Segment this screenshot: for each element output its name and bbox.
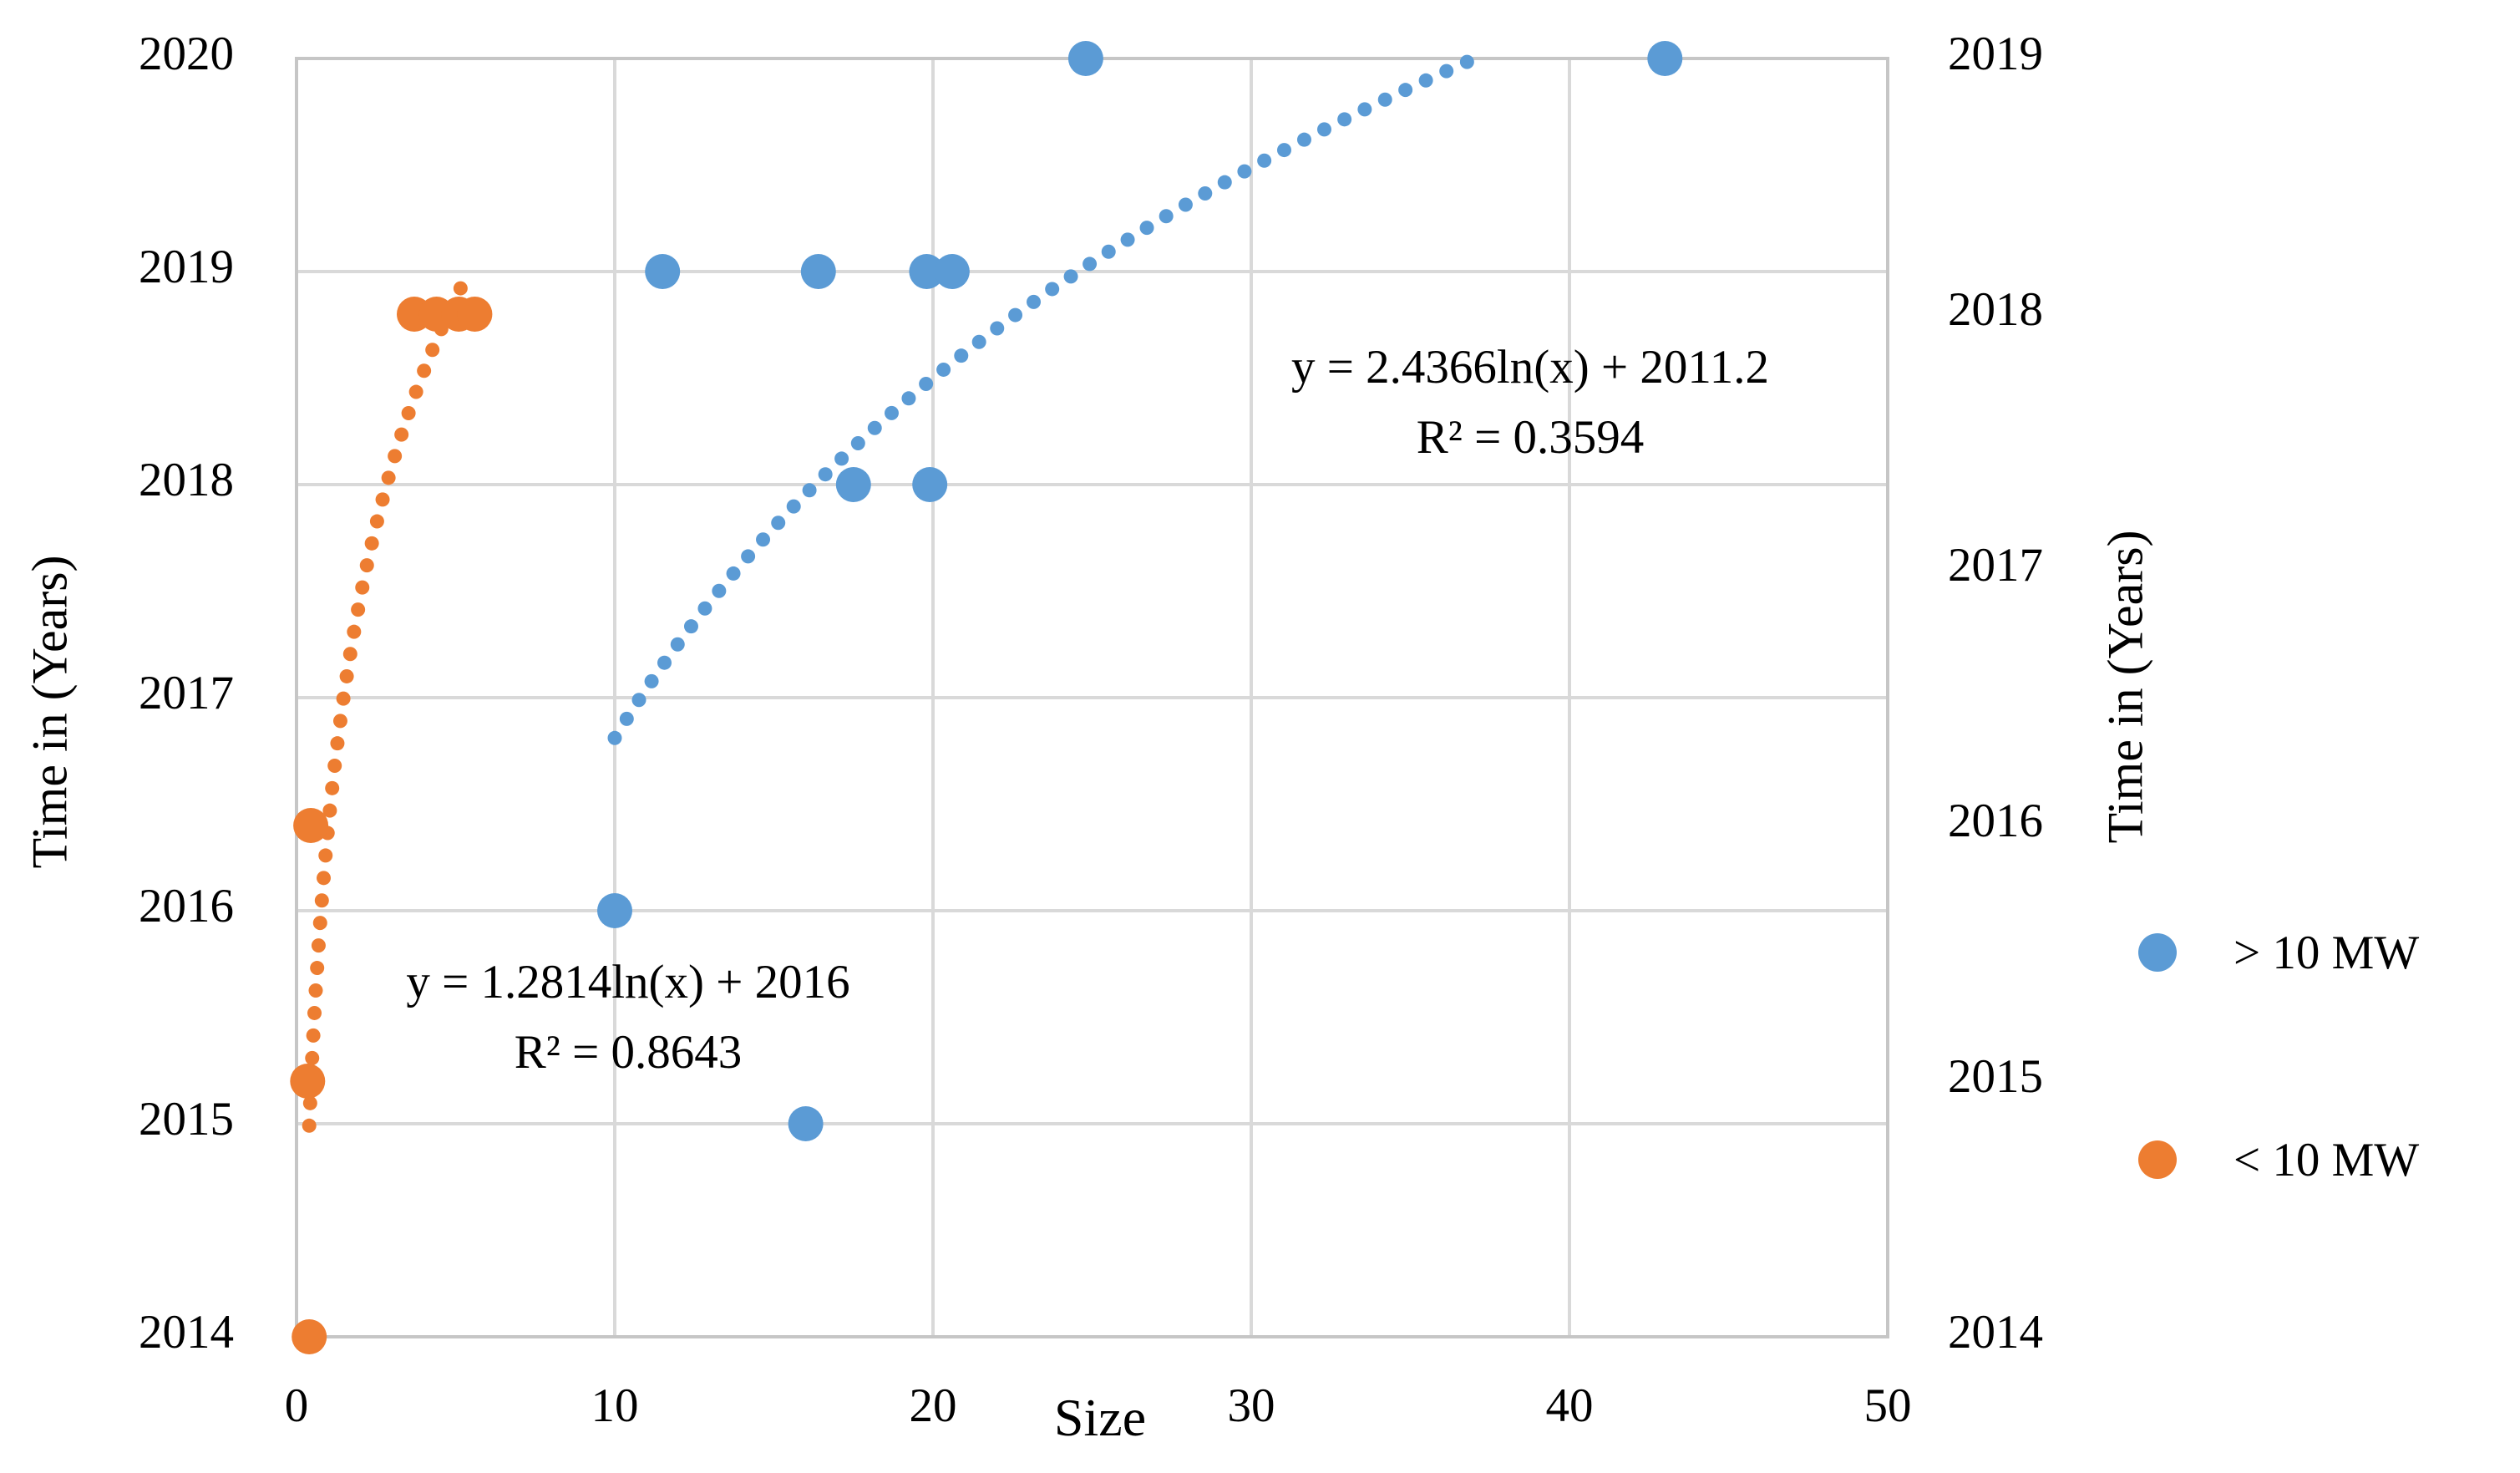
x-tick-label: 10 [591, 1379, 639, 1432]
right-y-tick-label: 2018 [1948, 283, 2043, 336]
trendline-equation-lt10: y = 1.2814ln(x) + 2016 [406, 956, 850, 1008]
right-y-axis-title: Time in (Years) [2097, 530, 2153, 844]
data-point [912, 467, 948, 502]
trendline-equation-gt10: y = 2.4366ln(x) + 2011.2 [1291, 341, 1769, 394]
legend-label-lt10: < 10 MW [2234, 1133, 2420, 1186]
left-y-tick-labels: 2014 2015 2016 2017 2018 2019 2020 [139, 28, 234, 1359]
data-point [597, 893, 632, 928]
left-y-tick-label: 2018 [139, 454, 234, 506]
legend-marker-lt10-icon [2138, 1140, 2177, 1179]
data-point [934, 254, 970, 289]
data-point [800, 254, 836, 289]
data-point [457, 297, 493, 332]
right-y-tick-labels: 2014 2015 2016 2017 2018 2019 [1948, 28, 2043, 1359]
data-point [1067, 41, 1103, 76]
right-y-tick-label: 2017 [1948, 539, 2043, 592]
right-y-tick-label: 2015 [1948, 1050, 2043, 1103]
data-point [835, 467, 871, 502]
x-tick-label: 50 [1864, 1379, 1912, 1432]
data-point [909, 254, 945, 289]
series-lt10 [290, 297, 493, 1354]
legend-marker-gt10-icon [2138, 933, 2177, 972]
x-tick-label: 0 [285, 1379, 309, 1432]
legend-item-gt10: > 10 MW [2138, 924, 2419, 981]
data-point [290, 1064, 326, 1099]
gridlines [295, 57, 1889, 1338]
trendline-r2-lt10: R² = 0.8643 [514, 1026, 743, 1079]
trendline-annotation-lt10: y = 1.2814ln(x) + 2016 R² = 0.8643 [406, 947, 849, 1088]
trendline-r2-gt10: R² = 0.3594 [1416, 411, 1645, 464]
x-tick-label: 40 [1546, 1379, 1594, 1432]
data-point [788, 1106, 824, 1141]
legend-label-gt10: > 10 MW [2234, 926, 2420, 979]
left-y-tick-label: 2017 [139, 667, 234, 719]
left-y-tick-label: 2019 [139, 241, 234, 293]
trendline-annotation-gt10: y = 2.4366ln(x) + 2011.2 R² = 0.3594 [1291, 333, 1769, 473]
left-y-tick-label: 2020 [139, 28, 234, 80]
data-point [1647, 41, 1683, 76]
left-y-axis-title: Time in (Years) [22, 555, 78, 869]
trendline-dotted [607, 48, 1488, 745]
x-tick-label: 20 [910, 1379, 957, 1432]
x-tick-labels: 0 10 20 30 40 50 [285, 1379, 1912, 1432]
right-y-tick-label: 2016 [1948, 795, 2043, 847]
left-y-tick-label: 2015 [139, 1093, 234, 1145]
series-gt10 [597, 41, 1683, 1141]
x-tick-label: 30 [1228, 1379, 1275, 1432]
right-y-tick-label: 2019 [1948, 28, 2043, 80]
left-y-tick-label: 2016 [139, 880, 234, 932]
data-point [293, 808, 329, 843]
data-point [645, 254, 681, 289]
left-y-tick-label: 2014 [139, 1306, 234, 1359]
data-point [292, 1319, 327, 1354]
right-y-tick-label: 2014 [1948, 1306, 2043, 1359]
x-axis-title: Size [1053, 1388, 1147, 1447]
legend-item-lt10: < 10 MW [2138, 1131, 2419, 1188]
